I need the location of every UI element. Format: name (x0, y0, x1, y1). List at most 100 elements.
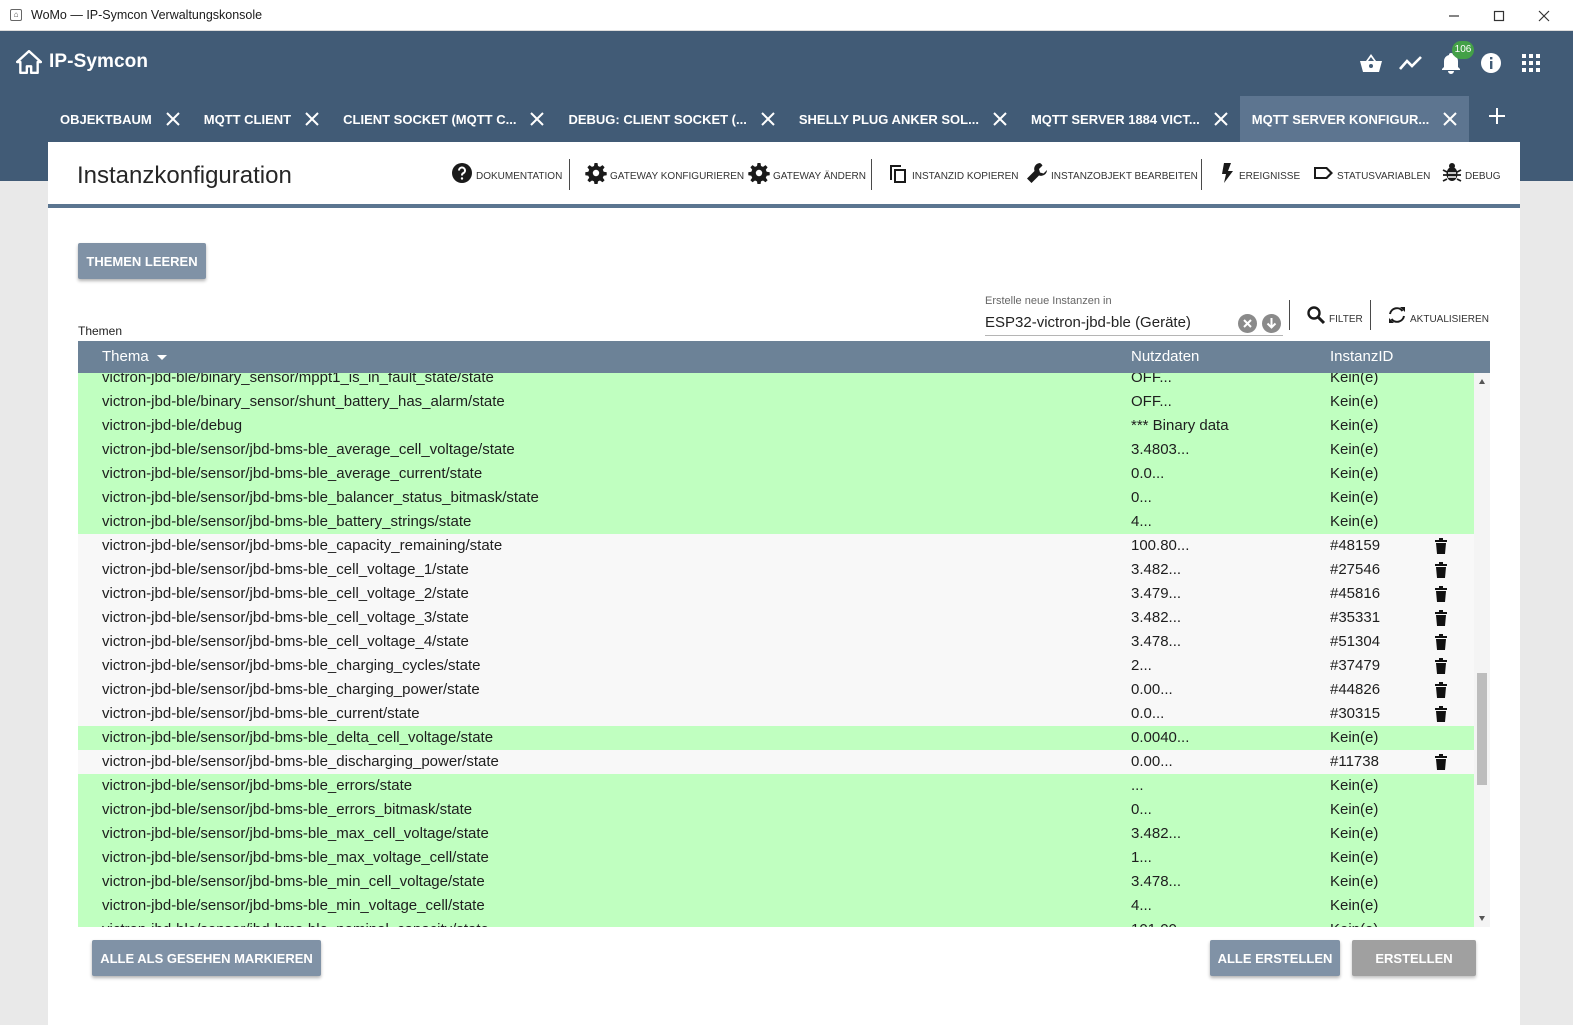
gateway-configure-button[interactable]: GATEWAY KONFIGURIEREN (585, 162, 744, 184)
table-row[interactable]: victron-jbd-ble/sensor/jbd-bms-ble_capac… (78, 534, 1474, 558)
filter-button[interactable]: FILTER (1306, 305, 1363, 325)
column-header-instanzid[interactable]: InstanzID (1330, 348, 1394, 365)
tab-label: MQTT CLIENT (203, 111, 292, 127)
trend-icon[interactable] (1397, 49, 1425, 77)
trash-icon[interactable] (1435, 610, 1447, 626)
tab-mqtt-server-1884[interactable]: MQTT SERVER 1884 VICT... (1019, 96, 1240, 142)
tab-debug-client-socket[interactable]: DEBUG: CLIENT SOCKET (... (556, 96, 786, 142)
create-button[interactable]: ERSTELLEN (1352, 940, 1476, 976)
table-row[interactable]: victron-jbd-ble/binary_sensor/shunt_batt… (78, 390, 1474, 414)
table-row[interactable]: victron-jbd-ble/sensor/jbd-bms-ble_cell_… (78, 582, 1474, 606)
plus-icon (1489, 108, 1505, 124)
table-row[interactable]: victron-jbd-ble/sensor/jbd-bms-ble_batte… (78, 510, 1474, 534)
debug-button[interactable]: DEBUG (1442, 162, 1501, 184)
close-icon[interactable] (530, 112, 545, 126)
trash-icon[interactable] (1435, 682, 1447, 698)
table-row[interactable]: victron-jbd-ble/sensor/jbd-bms-ble_delta… (78, 726, 1474, 750)
clear-topics-button[interactable]: THEMEN LEEREN (78, 243, 206, 279)
edit-object-label: INSTANZOBJEKT BEARBEITEN (1051, 171, 1198, 182)
table-row[interactable]: victron-jbd-ble/sensor/jbd-bms-ble_error… (78, 774, 1474, 798)
table-row[interactable]: victron-jbd-ble/sensor/jbd-bms-ble_cell_… (78, 558, 1474, 582)
topic-cell: victron-jbd-ble/sensor/jbd-bms-ble_max_c… (102, 825, 489, 842)
refresh-button[interactable]: AKTUALISIEREN (1387, 305, 1489, 325)
topic-cell: victron-jbd-ble/sensor/jbd-bms-ble_error… (102, 777, 413, 794)
table-row[interactable]: victron-jbd-ble/sensor/jbd-bms-ble_charg… (78, 654, 1474, 678)
column-header-thema[interactable]: Thema (102, 348, 167, 365)
table-row[interactable]: victron-jbd-ble/sensor/jbd-bms-ble_min_v… (78, 894, 1474, 918)
documentation-button[interactable]: DOKUMENTATION (451, 162, 562, 184)
maximize-button[interactable] (1476, 0, 1522, 31)
close-icon[interactable] (761, 112, 775, 126)
tab-mqtt-server-konfigurator[interactable]: MQTT SERVER KONFIGUR... (1239, 96, 1470, 142)
create-all-button[interactable]: ALLE ERSTELLEN (1210, 940, 1340, 976)
create-in-select[interactable]: ESP32-victron-jbd-ble (Geräte) (985, 314, 1191, 331)
topic-cell: victron-jbd-ble/sensor/jbd-bms-ble_max_v… (102, 849, 489, 866)
table-row[interactable]: victron-jbd-ble/sensor/jbd-bms-ble_nomin… (78, 918, 1474, 927)
trash-icon[interactable] (1435, 562, 1447, 578)
tab-label: SHELLY PLUG ANKER SOL... (798, 111, 979, 127)
topic-cell: victron-jbd-ble/sensor/jbd-bms-ble_charg… (102, 657, 481, 674)
table-row[interactable]: victron-jbd-ble/debug *** Binary data Kein… (78, 414, 1474, 438)
trash-icon[interactable] (1435, 634, 1447, 650)
instance-id-cell: #27546 (1330, 561, 1381, 578)
open-selection-icon[interactable] (1262, 314, 1281, 333)
gateway-change-button[interactable]: GATEWAY ÄNDERN (748, 162, 866, 184)
refresh-icon (1389, 307, 1405, 323)
apps-grid-icon[interactable] (1517, 49, 1545, 77)
table-row[interactable]: victron-jbd-ble/sensor/jbd-bms-ble_max_v… (78, 846, 1474, 870)
table-row[interactable]: victron-jbd-ble/sensor/jbd-bms-ble_charg… (78, 678, 1474, 702)
close-icon[interactable] (305, 112, 319, 126)
add-tab-button[interactable] (1488, 107, 1506, 125)
tab-objektbaum[interactable]: OBJEKTBAUM (48, 96, 192, 142)
close-icon[interactable] (993, 112, 1007, 126)
window-title: WoMo — IP-Symcon Verwaltungskonsole (31, 8, 263, 22)
instance-id-cell: Kein(e) (1330, 849, 1379, 866)
table-row[interactable]: victron-jbd-ble/sensor/jbd-bms-ble_min_c… (78, 870, 1474, 894)
toolbar-divider (1201, 159, 1202, 190)
scroll-up-arrow-icon[interactable] (1479, 379, 1485, 384)
close-icon[interactable] (1214, 112, 1228, 126)
table-row[interactable]: victron-jbd-ble/sensor/jbd-bms-ble_avera… (78, 438, 1474, 462)
payload-cell: 3.478... (1131, 873, 1182, 890)
tab-shelly-plug[interactable]: SHELLY PLUG ANKER SOL... (787, 96, 1019, 142)
mark-all-seen-button[interactable]: ALLE ALS GESEHEN MARKIEREN (92, 940, 321, 976)
copy-id-button[interactable]: INSTANZID KOPIEREN (887, 162, 1019, 184)
table-row[interactable]: victron-jbd-ble/sensor/jbd-bms-ble_balan… (78, 486, 1474, 510)
trash-icon[interactable] (1435, 538, 1447, 554)
info-icon[interactable] (1477, 49, 1505, 77)
table-row[interactable]: victron-jbd-ble/sensor/jbd-bms-ble_cell_… (78, 630, 1474, 654)
trash-icon[interactable] (1435, 706, 1447, 722)
instance-id-cell: #51304 (1330, 633, 1381, 650)
table-row[interactable]: victron-jbd-ble/sensor/jbd-bms-ble_cell_… (78, 606, 1474, 630)
trash-icon[interactable] (1435, 658, 1447, 674)
scroll-thumb[interactable] (1477, 673, 1487, 785)
tab-client-socket[interactable]: CLIENT SOCKET (MQTT C... (331, 96, 556, 142)
table-row[interactable]: victron-jbd-ble/binary_sensor/mppt1_is_i… (78, 373, 1474, 390)
table-scrollbar[interactable] (1474, 373, 1490, 927)
tab-label: CLIENT SOCKET (MQTT C... (343, 111, 517, 127)
table-row[interactable]: victron-jbd-ble/sensor/jbd-bms-ble_curre… (78, 702, 1474, 726)
close-window-button[interactable] (1521, 0, 1567, 31)
trash-icon[interactable] (1435, 586, 1447, 602)
close-icon[interactable] (166, 112, 180, 126)
payload-cell: 100.80... (1131, 537, 1190, 554)
minimize-button[interactable] (1431, 0, 1477, 31)
brand[interactable]: IP-Symcon (16, 50, 148, 74)
table-row[interactable]: victron-jbd-ble/sensor/jbd-bms-ble_max_c… (78, 822, 1474, 846)
scroll-down-arrow-icon[interactable] (1479, 916, 1485, 921)
bell-icon[interactable] (1437, 49, 1465, 77)
tab-mqtt-client[interactable]: MQTT CLIENT (192, 96, 331, 142)
table-row[interactable]: victron-jbd-ble/sensor/jbd-bms-ble_error… (78, 798, 1474, 822)
payload-cell: 2... (1131, 657, 1152, 674)
column-header-nutzdaten[interactable]: Nutzdaten (1131, 348, 1200, 365)
table-row[interactable]: victron-jbd-ble/sensor/jbd-bms-ble_avera… (78, 462, 1474, 486)
status-variables-button[interactable]: STATUSVARIABLEN (1312, 162, 1430, 184)
close-icon[interactable] (1443, 112, 1457, 126)
table-row[interactable]: victron-jbd-ble/sensor/jbd-bms-ble_disch… (78, 750, 1474, 774)
edit-object-button[interactable]: INSTANZOBJEKT BEARBEITEN (1026, 162, 1198, 184)
topic-cell: victron-jbd-ble/sensor/jbd-bms-ble_cell_… (102, 633, 469, 650)
clear-selection-icon[interactable] (1238, 314, 1257, 333)
events-button[interactable]: EREIGNISSE (1218, 162, 1300, 184)
basket-icon[interactable] (1357, 49, 1385, 77)
trash-icon[interactable] (1435, 754, 1447, 770)
